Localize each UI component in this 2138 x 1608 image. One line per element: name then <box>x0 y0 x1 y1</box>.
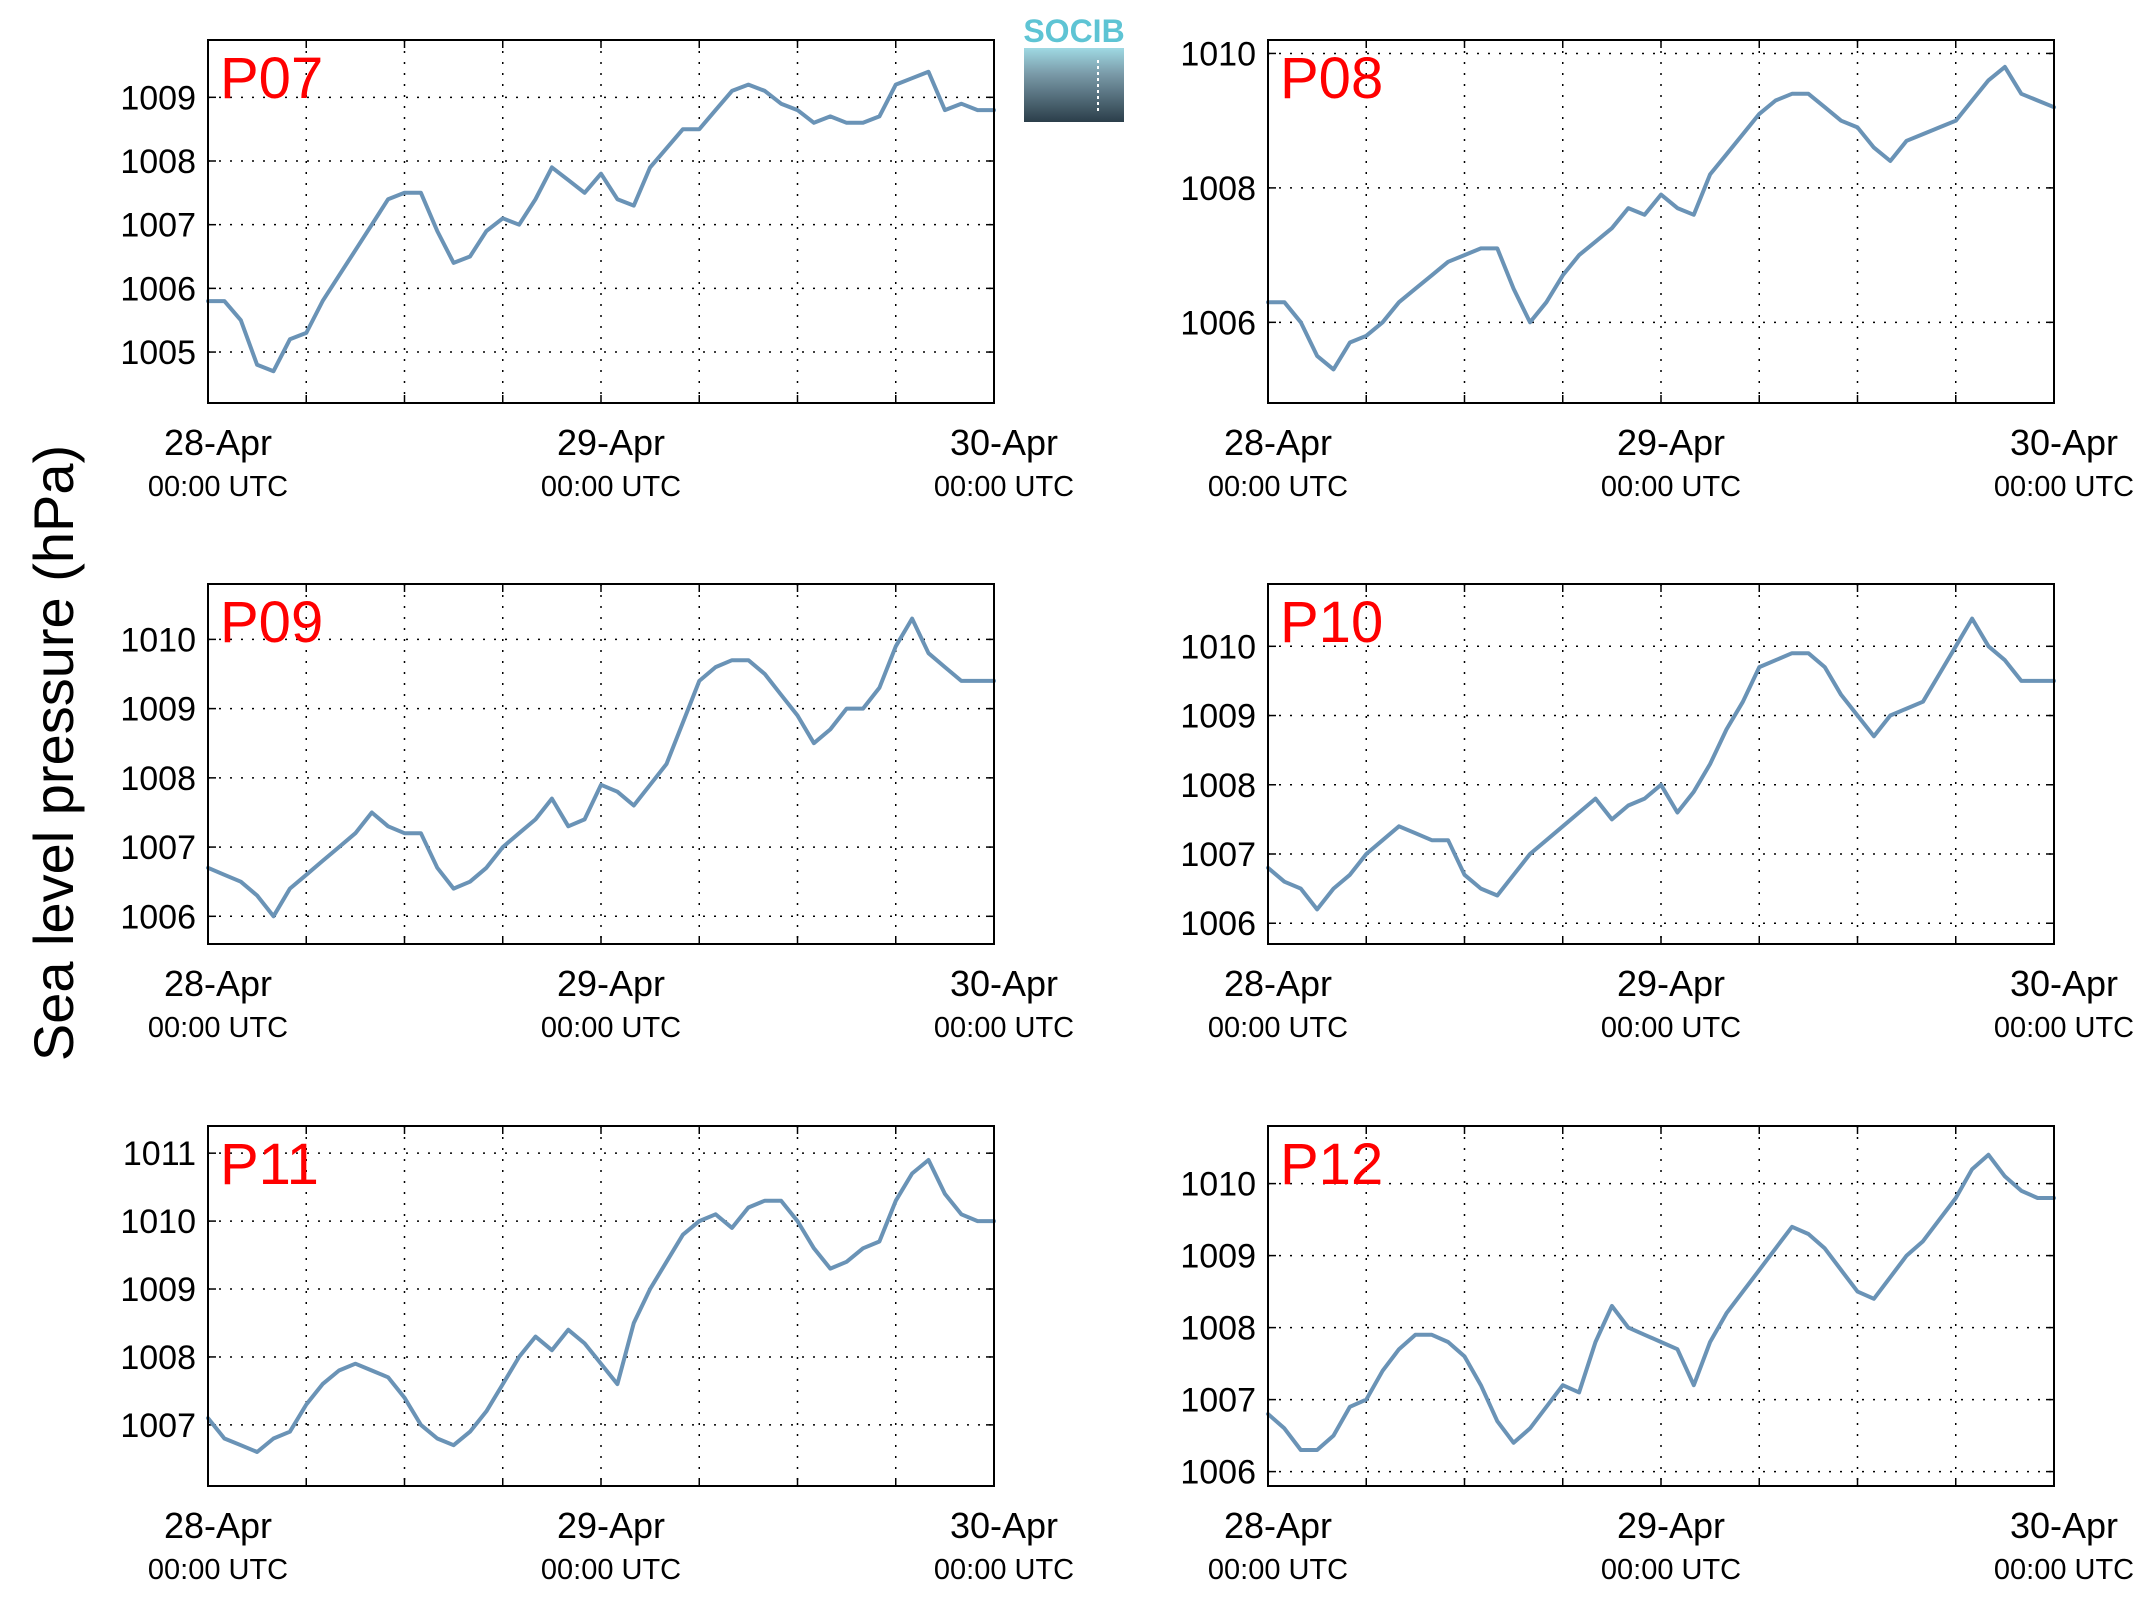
panel-p11: 1007 1008 1009 1010 1011 28-Apr 00:00 UTC 29-Ap… <box>120 1125 1074 1586</box>
y-tick-label: 1005 <box>120 334 196 372</box>
x-tick-label-time: 00:00 UTC <box>1601 471 1741 503</box>
panel-title: P08 <box>1280 46 1383 111</box>
y-tick-label: 1008 <box>1180 170 1256 208</box>
x-tick-label-time: 00:00 UTC <box>1994 1554 2134 1586</box>
x-tick-label-time: 00:00 UTC <box>148 1554 288 1586</box>
panel-title: P11 <box>220 1132 319 1197</box>
y-tick-label: 1009 <box>120 79 196 117</box>
plot-area <box>1268 584 2054 944</box>
axes-frame <box>1267 1125 2055 1487</box>
plot-area <box>208 1126 994 1486</box>
y-tick-label: 1009 <box>120 691 196 729</box>
x-tick-label-date: 29-Apr <box>1617 1505 1725 1546</box>
panel-p10: 1006 1007 1008 1009 1010 28-Apr 00:00 UTC 29-Ap… <box>1180 583 2134 1044</box>
axes-frame <box>207 1125 995 1487</box>
y-tick-label: 1009 <box>1180 698 1256 736</box>
y-tick-label: 1006 <box>120 270 196 308</box>
x-tick-label-time: 00:00 UTC <box>541 1554 681 1586</box>
y-tick-label: 1010 <box>120 1203 196 1241</box>
x-tick-label-date: 30-Apr <box>2010 963 2118 1004</box>
series-line <box>206 616 996 919</box>
x-tick-label-date: 30-Apr <box>2010 1505 2118 1546</box>
y-tick-label: 1007 <box>120 829 196 867</box>
y-tick-label: 1007 <box>120 1407 196 1445</box>
x-tick-label-date: 28-Apr <box>164 422 272 463</box>
series-line <box>206 1158 996 1454</box>
y-tick-label: 1006 <box>1180 1454 1256 1492</box>
x-tick-label-time: 00:00 UTC <box>934 1012 1074 1044</box>
x-tick-label-date: 29-Apr <box>1617 963 1725 1004</box>
x-tick-label-date: 28-Apr <box>164 1505 272 1546</box>
series-line <box>206 69 996 374</box>
panel-p07: 1005 1006 1007 1008 1009 28-Apr 00:00 UTC 29-Ap… <box>120 39 1074 503</box>
x-tick-label-date: 29-Apr <box>557 963 665 1004</box>
y-tick-label: 1009 <box>120 1271 196 1309</box>
y-tick-label: 1010 <box>1180 628 1256 666</box>
series-line <box>1266 616 2056 912</box>
panels: 1005 1006 1007 1008 1009 28-Apr 00:00 UTC 29-Ap… <box>120 35 2134 1586</box>
y-tick-label: 1010 <box>1180 1166 1256 1204</box>
panel-title: P12 <box>1280 1132 1383 1197</box>
y-axis-label: Sea level pressure (hPa) <box>22 445 85 1061</box>
x-tick-label-date: 28-Apr <box>1224 963 1332 1004</box>
x-tick-label-time: 00:00 UTC <box>1994 1012 2134 1044</box>
y-tick-label: 1009 <box>1180 1238 1256 1276</box>
x-tick-label-time: 00:00 UTC <box>148 1012 288 1044</box>
y-tick-label: 1006 <box>120 898 196 936</box>
x-tick-label-date: 28-Apr <box>1224 422 1332 463</box>
x-tick-label-date: 29-Apr <box>1617 422 1725 463</box>
x-tick-label-time: 00:00 UTC <box>1994 471 2134 503</box>
y-tick-label: 1008 <box>120 143 196 181</box>
x-tick-label-time: 00:00 UTC <box>1208 1012 1348 1044</box>
y-tick-label: 1011 <box>123 1135 196 1173</box>
y-tick-label: 1007 <box>1180 836 1256 874</box>
x-tick-label-time: 00:00 UTC <box>1208 471 1348 503</box>
x-tick-label-time: 00:00 UTC <box>934 471 1074 503</box>
x-tick-label-date: 28-Apr <box>164 963 272 1004</box>
panel-title: P10 <box>1280 590 1383 655</box>
socib-logo: SOCIB <box>1023 13 1125 122</box>
x-tick-label-date: 30-Apr <box>950 1505 1058 1546</box>
plot-area <box>208 584 994 944</box>
axes-frame <box>1267 39 2055 404</box>
series-line <box>1266 64 2056 372</box>
axes-frame <box>1267 583 2055 945</box>
plot-area <box>1268 1126 2054 1486</box>
panel-p08: 1006 1008 1010 28-Apr 00:00 UTC 29-Apr 00:00 U… <box>1180 35 2134 503</box>
y-tick-label: 1007 <box>120 207 196 245</box>
y-tick-label: 1010 <box>120 621 196 659</box>
x-tick-label-time: 00:00 UTC <box>541 471 681 503</box>
y-tick-label: 1006 <box>1180 905 1256 943</box>
x-tick-label-time: 00:00 UTC <box>1601 1012 1741 1044</box>
y-tick-label: 1006 <box>1180 304 1256 342</box>
panel-title: P07 <box>220 46 323 111</box>
x-tick-label-time: 00:00 UTC <box>541 1012 681 1044</box>
x-tick-label-date: 30-Apr <box>950 963 1058 1004</box>
panel-title: P09 <box>220 590 323 655</box>
plot-area <box>1268 40 2054 403</box>
y-tick-label: 1008 <box>1180 1310 1256 1348</box>
x-tick-label-date: 29-Apr <box>557 1505 665 1546</box>
panel-p09: 1006 1007 1008 1009 1010 28-Apr 00:00 UTC 29-Ap… <box>120 583 1074 1044</box>
y-tick-label: 1010 <box>1180 35 1256 73</box>
x-tick-label-time: 00:00 UTC <box>1601 1554 1741 1586</box>
series-line <box>1266 1152 2056 1452</box>
x-tick-label-date: 29-Apr <box>557 422 665 463</box>
x-tick-label-date: 30-Apr <box>950 422 1058 463</box>
panel-p12: 1006 1007 1008 1009 1010 28-Apr 00:00 UTC 29-Ap… <box>1180 1125 2134 1586</box>
socib-logo-text: SOCIB <box>1023 13 1124 49</box>
y-tick-label: 1008 <box>120 1339 196 1377</box>
y-tick-label: 1008 <box>120 760 196 798</box>
axes-frame <box>207 583 995 945</box>
x-tick-label-date: 28-Apr <box>1224 1505 1332 1546</box>
y-tick-label: 1008 <box>1180 767 1256 805</box>
y-tick-label: 1007 <box>1180 1382 1256 1420</box>
axes-frame <box>207 39 995 404</box>
x-tick-label-time: 00:00 UTC <box>934 1554 1074 1586</box>
plot-area <box>208 40 994 403</box>
x-tick-label-time: 00:00 UTC <box>1208 1554 1348 1586</box>
x-tick-label-time: 00:00 UTC <box>148 471 288 503</box>
x-tick-label-date: 30-Apr <box>2010 422 2118 463</box>
